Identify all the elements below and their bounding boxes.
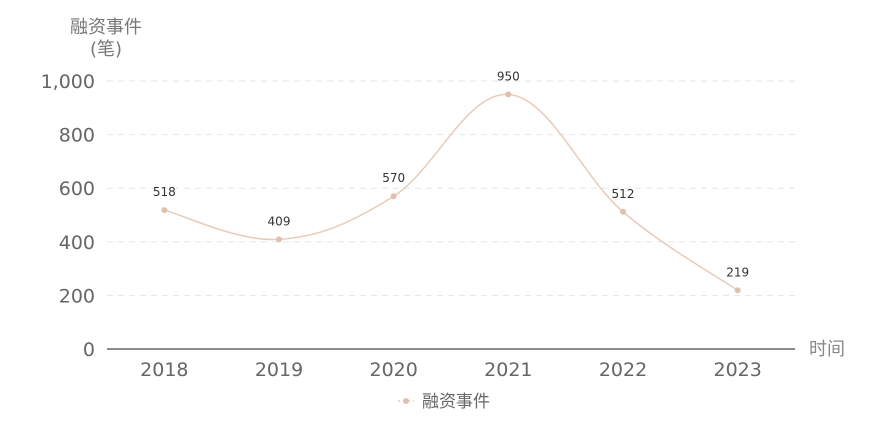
x-axis-title: 时间 [809,339,845,360]
x-tick-label: 2021 [484,359,532,381]
y-axis-title: 融资事件 [70,17,142,38]
data-labels: 518 409 570 950 512 219 [153,69,749,279]
y-tick-label: 200 [59,285,95,307]
data-label: 570 [382,171,405,185]
legend-dot-icon [403,398,409,404]
data-point[interactable] [161,207,168,214]
x-tick-label: 2019 [255,359,303,381]
y-tick-label: 0 [83,339,95,361]
data-label: 518 [153,185,176,199]
y-tick-label: 800 [59,125,95,147]
x-tick-label: 2023 [713,359,761,381]
y-tick-label: 1,000 [41,71,95,93]
y-tick-label: 600 [59,178,95,200]
data-points [161,91,741,294]
series-line [164,93,739,291]
data-point[interactable] [505,91,512,98]
legend-label: 融资事件 [422,392,490,412]
data-point[interactable] [734,287,741,294]
gridlines [107,80,795,296]
y-axis-unit: (笔) [90,39,122,60]
x-tick-label: 2018 [140,359,188,381]
x-axis-ticks: 2018 2019 2020 2021 2022 2023 [140,359,762,381]
x-tick-label: 2022 [599,359,647,381]
data-label: 950 [497,69,520,83]
data-label: 409 [268,214,291,228]
x-tick-label: 2020 [369,359,417,381]
data-point[interactable] [390,193,397,200]
data-point[interactable] [620,208,626,215]
legend[interactable]: 融资事件 [398,392,490,412]
y-tick-label: 400 [59,232,95,254]
data-label: 219 [726,265,749,279]
y-axis-ticks: 0 200 400 600 800 1,000 [41,71,95,361]
data-label: 512 [612,187,635,201]
data-point[interactable] [276,236,282,243]
